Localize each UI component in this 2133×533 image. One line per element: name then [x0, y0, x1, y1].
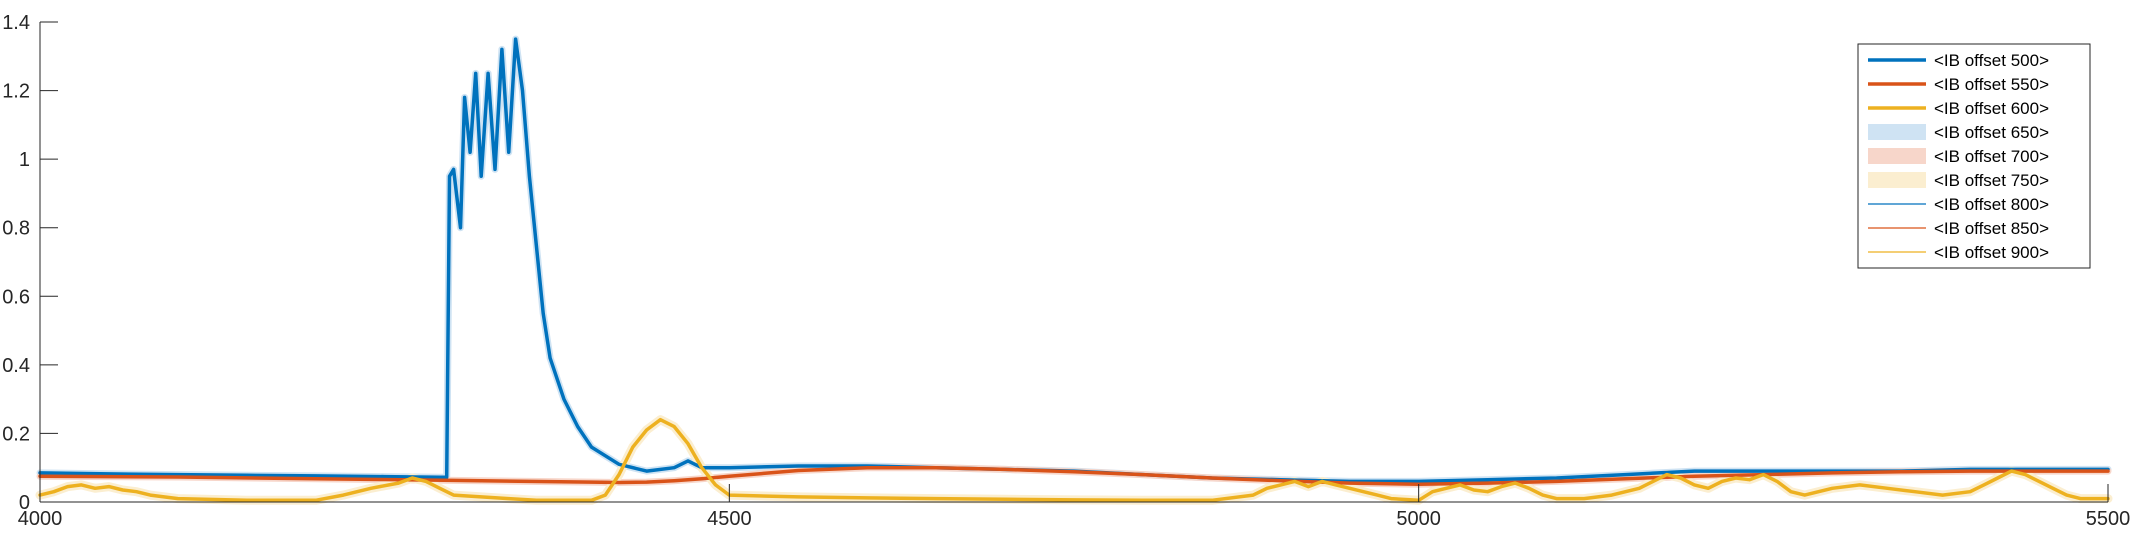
legend-label: <IB offset 850> — [1934, 219, 2049, 238]
legend-swatch — [1868, 124, 1926, 140]
legend-label: <IB offset 900> — [1934, 243, 2049, 262]
y-tick-label: 1.2 — [2, 81, 30, 103]
legend-label: <IB offset 750> — [1934, 171, 2049, 190]
x-tick-label: 5500 — [2086, 508, 2131, 530]
series-layer — [38, 37, 2110, 503]
y-tick-label: 1 — [19, 149, 30, 171]
legend-label: <IB offset 700> — [1934, 147, 2049, 166]
x-tick-label: 4500 — [707, 508, 752, 530]
legend-swatch — [1868, 172, 1926, 188]
y-tick-label: 1.4 — [2, 12, 30, 34]
y-tick-label: 0.6 — [2, 286, 30, 308]
x-tick-label: 5000 — [1396, 508, 1441, 530]
legend-label: <IB offset 600> — [1934, 99, 2049, 118]
legend-label: <IB offset 500> — [1934, 51, 2049, 70]
axes: 0 0.2 0.4 0.6 0.8 1 1.2 1.4 4000 4500 5000 5500 — [2, 12, 2130, 530]
legend-label: <IB offset 550> — [1934, 75, 2049, 94]
legend-swatch — [1868, 148, 1926, 164]
series-line-3 — [38, 417, 2110, 503]
legend-label: <IB offset 650> — [1934, 123, 2049, 142]
y-tick-label: 0 — [19, 492, 30, 514]
series-line-1 — [38, 37, 2110, 484]
y-tick-label: 0.2 — [2, 423, 30, 445]
y-tick-label: 0.4 — [2, 355, 30, 377]
y-tick-label: 0.8 — [2, 218, 30, 240]
legend: <IB offset 500> <IB offset 550> <IB offset… — [1857, 43, 2091, 269]
legend-label: <IB offset 800> — [1934, 195, 2049, 214]
x-tick-label: 4000 — [18, 508, 63, 530]
